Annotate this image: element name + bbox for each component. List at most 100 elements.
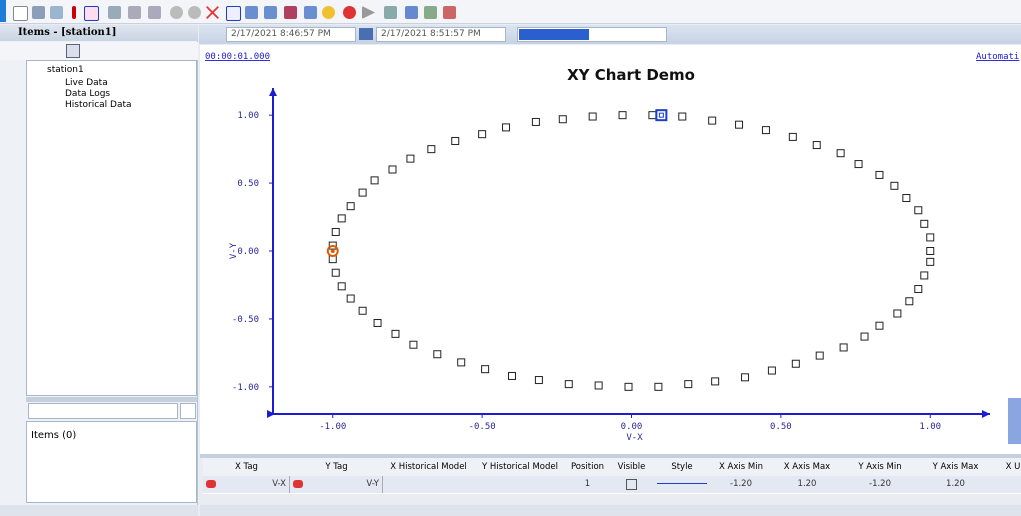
table-cell xyxy=(383,476,475,493)
point xyxy=(358,306,367,315)
x-tick-label: 1.00 xyxy=(919,422,941,432)
cursor-dot xyxy=(658,112,664,118)
point xyxy=(854,160,863,169)
point xyxy=(893,309,902,318)
point xyxy=(427,145,436,154)
x-tick-label: -1.00 xyxy=(319,422,346,432)
chart-button[interactable] xyxy=(284,6,297,19)
tree-node[interactable]: Historical Data xyxy=(65,100,132,110)
point xyxy=(337,214,346,223)
point xyxy=(457,358,466,367)
point xyxy=(406,154,415,163)
point xyxy=(346,202,355,211)
tree-node[interactable]: Data Logs xyxy=(65,89,111,99)
tree-view: station1 Live Data Data Logs Historical … xyxy=(26,60,197,396)
chart-background xyxy=(200,45,1021,454)
tag-table: X Tag Y Tag X Historical Model Y Historical… xyxy=(203,458,1021,494)
tree-node[interactable]: station1 xyxy=(47,65,84,75)
point xyxy=(433,350,442,359)
chart-button[interactable] xyxy=(245,6,258,19)
table-cell: 1 xyxy=(566,476,610,493)
point xyxy=(508,371,516,380)
point xyxy=(860,332,869,341)
visible-checkbox[interactable] xyxy=(626,479,637,490)
point xyxy=(337,282,346,291)
table-cell: 1.20 xyxy=(772,476,843,493)
splitter[interactable] xyxy=(200,454,1021,458)
tool-button[interactable] xyxy=(148,6,161,19)
time-link[interactable]: 00:00:01.000 xyxy=(205,52,270,62)
point xyxy=(388,165,397,174)
point xyxy=(890,181,899,190)
swap-button[interactable] xyxy=(359,28,373,40)
point xyxy=(920,271,929,280)
back-button[interactable] xyxy=(170,6,183,19)
chart-button[interactable] xyxy=(264,6,277,19)
new-button[interactable] xyxy=(13,6,28,21)
point xyxy=(708,116,717,125)
point xyxy=(358,188,367,197)
splitter[interactable] xyxy=(26,397,197,402)
point xyxy=(370,176,379,185)
column-header: X Tag xyxy=(203,458,291,476)
point xyxy=(741,373,750,382)
cursor-button[interactable] xyxy=(84,6,99,21)
preview-button[interactable] xyxy=(50,6,63,19)
column-header: Position xyxy=(566,458,610,476)
tool-button[interactable] xyxy=(128,6,141,19)
zoom-buttons[interactable] xyxy=(1008,398,1021,444)
forward-button[interactable] xyxy=(188,6,201,19)
start-time[interactable]: 2/17/2021 8:46:57 PM xyxy=(226,27,356,42)
point xyxy=(815,351,824,360)
scrollbar[interactable] xyxy=(0,505,198,516)
print-button[interactable] xyxy=(32,6,45,19)
filter-button[interactable] xyxy=(66,44,80,58)
y-tick-label: -1.00 xyxy=(232,383,259,393)
scrollbar[interactable] xyxy=(200,505,1021,516)
tool-button[interactable] xyxy=(424,6,437,19)
tag-icon xyxy=(293,480,303,488)
axis-arrow xyxy=(267,410,275,418)
column-header: X Axis Min xyxy=(710,458,773,476)
play-button[interactable] xyxy=(362,6,375,19)
point xyxy=(478,130,487,139)
y-axis-label: V-Y xyxy=(229,242,239,259)
range-select[interactable] xyxy=(517,27,667,42)
expand-button[interactable] xyxy=(180,403,196,419)
table-cell: V-Y xyxy=(290,476,383,493)
alarm-button[interactable] xyxy=(72,6,76,19)
column-header: X U xyxy=(993,458,1021,476)
mode-link[interactable]: Automati xyxy=(976,52,1019,62)
cursor-dot xyxy=(330,249,335,253)
table-cell: 1.20 xyxy=(918,476,994,493)
point xyxy=(735,120,744,129)
point xyxy=(684,380,693,389)
search-box[interactable] xyxy=(28,403,178,419)
point xyxy=(920,219,929,228)
delete-button[interactable] xyxy=(206,6,219,19)
tool-button[interactable] xyxy=(443,6,456,19)
tool-button[interactable] xyxy=(108,6,121,19)
x-tick-label: 0.50 xyxy=(770,422,792,432)
tool-button[interactable] xyxy=(384,6,397,19)
point xyxy=(839,343,848,352)
left-panel: Items - [station1] station1 Live Data Da… xyxy=(0,25,198,516)
clock-button[interactable] xyxy=(343,6,356,19)
tool-button[interactable] xyxy=(405,6,418,19)
bulb-button[interactable] xyxy=(322,6,335,19)
toolbar xyxy=(0,0,1021,24)
tree-node[interactable]: Live Data xyxy=(65,78,108,88)
point xyxy=(902,194,911,203)
table-cell: -1.20 xyxy=(710,476,773,493)
point xyxy=(711,377,720,386)
x-tick-label: 0.00 xyxy=(621,422,643,432)
xy-button[interactable] xyxy=(226,6,241,21)
point xyxy=(654,382,663,391)
style-line xyxy=(657,483,707,484)
end-time[interactable]: 2/17/2021 8:51:57 PM xyxy=(376,27,506,42)
point xyxy=(624,382,633,391)
point xyxy=(502,123,511,132)
point xyxy=(926,247,935,255)
y-tick-label: 0.50 xyxy=(237,179,259,189)
chart-button[interactable] xyxy=(304,6,317,19)
